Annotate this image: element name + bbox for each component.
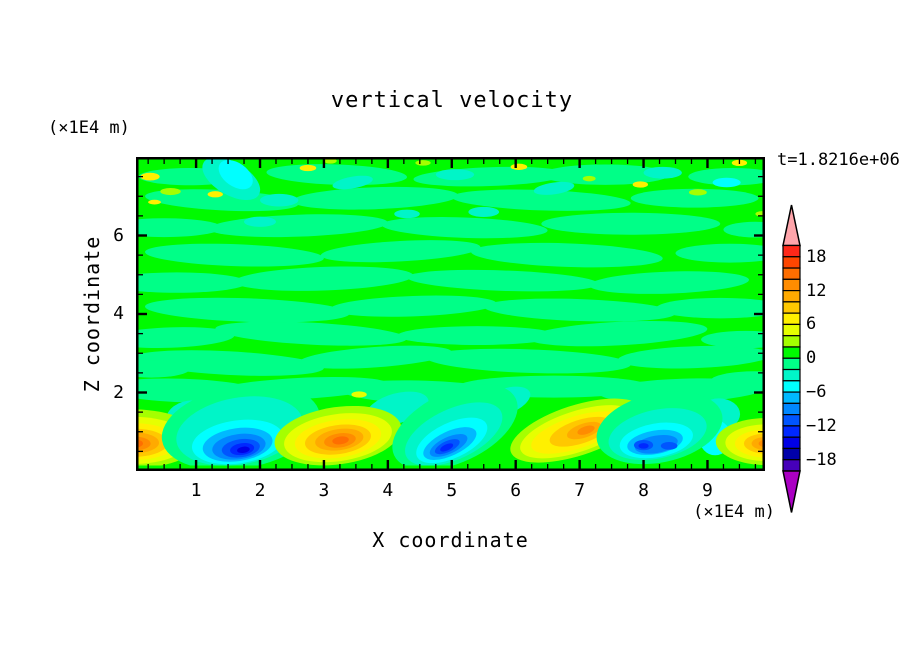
x-tick-label: 8	[638, 480, 649, 501]
x-tick-label: 4	[382, 480, 394, 501]
z-tick-label: 6	[113, 224, 124, 246]
z-axis-unit-label: (×1E4 m)	[48, 118, 130, 138]
x-tick-label: 5	[446, 480, 458, 501]
contour-plot-svg	[136, 157, 765, 471]
colorbar-tick-label: 12	[806, 280, 827, 301]
z-tick-label: 2	[113, 381, 124, 403]
x-tick-label: 2	[254, 480, 266, 501]
z-tick-label: 4	[113, 303, 124, 324]
colorbar-tick-label: 18	[806, 246, 827, 267]
contour-plot	[136, 157, 765, 471]
colorbar-tick-label: −12	[806, 415, 837, 436]
x-axis-unit-label: (×1E4 m)	[693, 502, 775, 522]
x-axis-title: X coordinate	[372, 528, 529, 552]
colorbar-svg	[782, 204, 801, 513]
colorbar-tick-label: −18	[806, 449, 837, 470]
x-tick-label: 7	[574, 480, 586, 501]
x-tick-label: 1	[190, 480, 202, 501]
chart-title: vertical velocity	[330, 88, 574, 113]
time-annotation: t=1.8216e+06	[777, 150, 900, 170]
x-tick-label: 6	[510, 480, 522, 501]
colorbar-tick-label: −6	[806, 382, 827, 403]
colorbar-tick-label: 0	[806, 348, 817, 369]
x-tick-label: 3	[318, 480, 330, 501]
colorbar-tick-label: 6	[806, 314, 817, 335]
x-tick-label: 9	[702, 480, 713, 501]
